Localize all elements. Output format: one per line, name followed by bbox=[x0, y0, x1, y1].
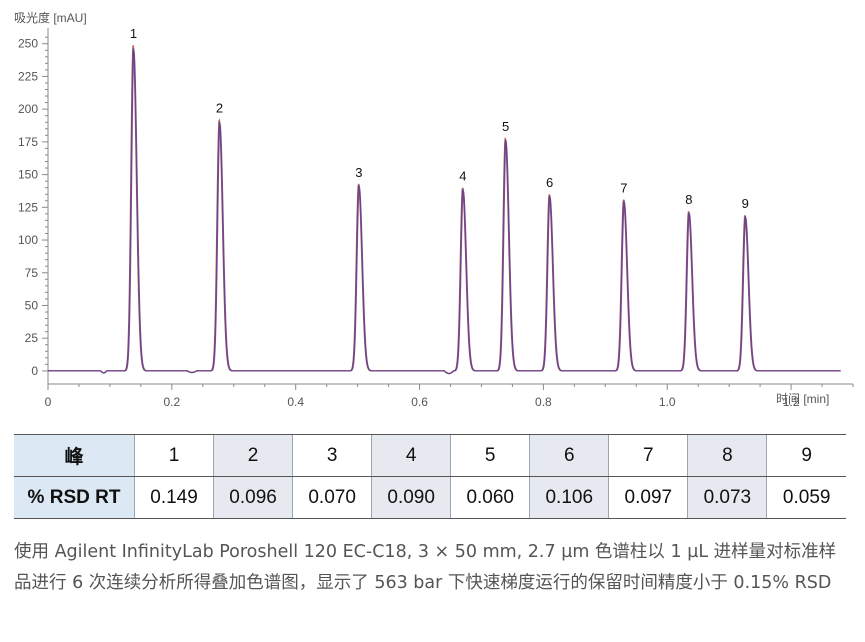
y-tick-label: 50 bbox=[25, 298, 39, 312]
rsd-cell: 0.070 bbox=[292, 476, 372, 519]
y-tick-label: 25 bbox=[25, 331, 39, 345]
peak-number-cell: 2 bbox=[213, 434, 293, 477]
x-tick-label: 0.2 bbox=[164, 395, 181, 409]
x-tick-label: 0.6 bbox=[411, 395, 428, 409]
peak-number-cell: 8 bbox=[687, 434, 767, 477]
y-tick-label: 125 bbox=[18, 200, 38, 214]
x-tick-label: 1.2 bbox=[783, 395, 800, 409]
y-tick-label: 225 bbox=[18, 69, 38, 83]
x-tick-label: 0.4 bbox=[287, 395, 304, 409]
y-tick-label: 200 bbox=[18, 102, 38, 116]
peak-number-cell: 5 bbox=[450, 434, 530, 477]
rsd-cell: 0.149 bbox=[133, 476, 214, 519]
peak-number-cell: 7 bbox=[608, 434, 688, 477]
rsd-cell: 0.106 bbox=[529, 476, 609, 519]
peak-number-cell: 1 bbox=[133, 434, 214, 477]
peak-label: 4 bbox=[459, 169, 466, 184]
peak-label: 8 bbox=[685, 192, 692, 207]
peak-number-cell: 6 bbox=[529, 434, 609, 477]
peak-label: 2 bbox=[216, 101, 223, 116]
figure-caption: 使用 Agilent InfinityLab Poroshell 120 EC-… bbox=[14, 542, 837, 593]
peak-label: 9 bbox=[742, 196, 749, 211]
chromatogram-trace bbox=[48, 50, 841, 375]
y-tick-label: 250 bbox=[18, 37, 38, 51]
y-tick-label: 150 bbox=[18, 168, 38, 182]
y-tick-label: 0 bbox=[31, 364, 38, 378]
x-tick-label: 0.8 bbox=[535, 395, 552, 409]
peak-label: 6 bbox=[546, 175, 553, 190]
chromatogram-traces bbox=[48, 45, 841, 375]
rsd-table: 峰 1 2 3 4 5 6 7 8 9 % RSD RT 0.149 0.096… bbox=[14, 434, 846, 519]
rsd-cell: 0.060 bbox=[450, 476, 530, 519]
rsd-cell: 0.090 bbox=[371, 476, 451, 519]
chromatogram-trace bbox=[48, 48, 841, 375]
peak-label: 5 bbox=[502, 119, 509, 134]
peak-number-cell: 3 bbox=[292, 434, 372, 477]
table-header-row: 峰 1 2 3 4 5 6 7 8 9 bbox=[14, 434, 846, 477]
peak-labels: 1 2 3 4 5 6 7 8 9 bbox=[130, 26, 749, 211]
chromatogram-chart: 吸光度 [mAU] 时间 [min] 025507510012515017520… bbox=[14, 10, 854, 409]
rsd-cell: 0.096 bbox=[213, 476, 293, 519]
y-tick-label: 75 bbox=[25, 266, 39, 280]
peak-number-cell: 9 bbox=[766, 434, 846, 477]
table-row-label: % RSD RT bbox=[14, 476, 135, 519]
chromatogram-trace bbox=[48, 45, 841, 375]
table-header-label: 峰 bbox=[14, 434, 135, 477]
peak-label: 7 bbox=[620, 180, 627, 195]
y-axis-label: 吸光度 [mAU] bbox=[14, 10, 87, 25]
rsd-cell: 0.059 bbox=[766, 476, 846, 519]
peak-label: 1 bbox=[130, 26, 137, 41]
table-rsd-row: % RSD RT 0.149 0.096 0.070 0.090 0.060 0… bbox=[14, 476, 846, 519]
x-axis-label: 时间 [min] bbox=[776, 392, 829, 406]
peak-number-cell: 4 bbox=[371, 434, 451, 477]
x-tick-label: 1.0 bbox=[659, 395, 676, 409]
rsd-cell: 0.097 bbox=[608, 476, 688, 519]
y-tick-label: 175 bbox=[18, 135, 38, 149]
rsd-cell: 0.073 bbox=[687, 476, 767, 519]
x-tick-label: 0 bbox=[45, 395, 52, 409]
peak-label: 3 bbox=[355, 165, 362, 180]
y-tick-label: 100 bbox=[18, 233, 38, 247]
